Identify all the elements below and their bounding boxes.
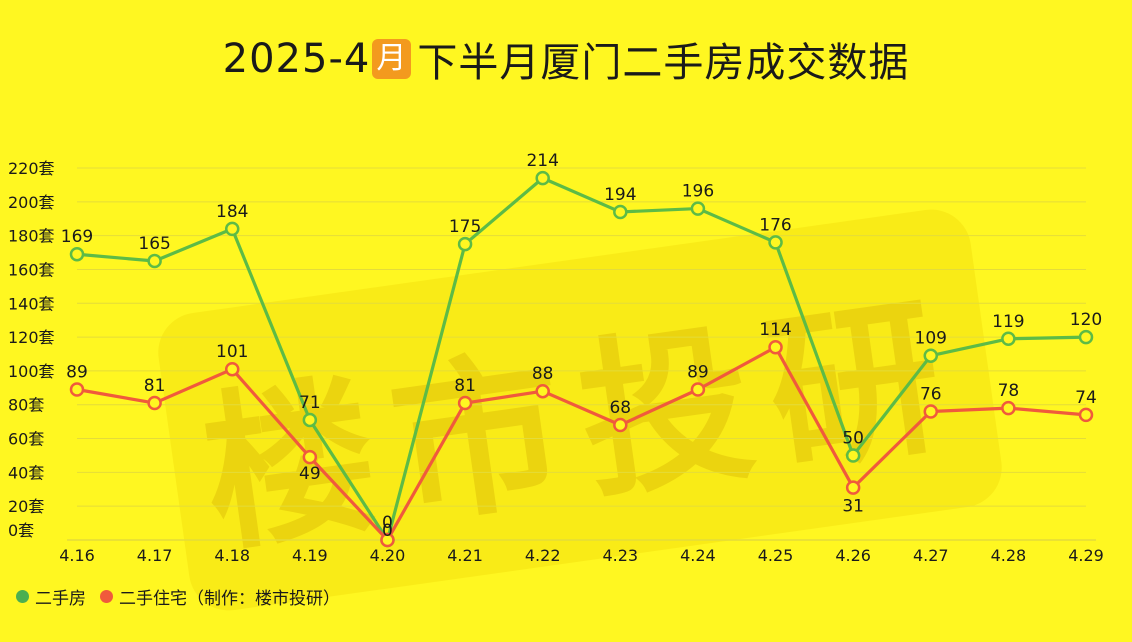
data-label: 89 — [687, 363, 709, 383]
data-point — [923, 404, 939, 419]
x-tick-label: 4.17 — [137, 546, 173, 565]
data-point — [302, 449, 318, 465]
data-point — [535, 170, 550, 186]
legend-dot-green — [16, 590, 29, 603]
chart-title: 2025-4 月 下半月厦门二手房成交数据 — [0, 30, 1132, 88]
data-label: 71 — [299, 393, 321, 413]
data-label: 0 — [382, 513, 393, 533]
data-point — [224, 361, 240, 377]
data-label: 50 — [842, 428, 864, 448]
data-point — [690, 382, 706, 397]
x-tick-label: 4.27 — [913, 546, 949, 565]
y-tick-label: 140套 — [8, 294, 55, 313]
data-point — [457, 236, 473, 252]
data-label: 194 — [604, 185, 636, 205]
title-prefix: 2025-4 — [222, 36, 371, 82]
data-label: 81 — [454, 376, 476, 396]
data-label: 76 — [920, 384, 942, 404]
data-point — [69, 382, 85, 397]
y-tick-label: 200套 — [8, 193, 55, 212]
data-label: 81 — [144, 376, 166, 396]
x-tick-label: 4.18 — [214, 546, 250, 565]
data-point — [1001, 400, 1016, 416]
data-label: 31 — [842, 497, 864, 517]
y-tick-label: 160套 — [8, 260, 55, 279]
legend-item-residential: 二手住宅（制作：楼市投研） — [100, 584, 340, 609]
data-point — [1078, 407, 1094, 423]
data-point — [845, 448, 861, 463]
data-point — [923, 348, 939, 363]
x-tick-label: 4.25 — [758, 546, 794, 565]
legend-label: 二手住宅（制作：楼市投研） — [119, 589, 340, 609]
data-label: 68 — [609, 398, 631, 418]
legend: 二手房 二手住宅（制作：楼市投研） — [16, 584, 354, 609]
data-point — [613, 417, 628, 433]
data-label: 119 — [992, 312, 1024, 332]
legend-label: 二手房 — [35, 589, 86, 609]
data-point — [768, 339, 783, 355]
data-label: 101 — [216, 342, 248, 362]
data-label: 184 — [216, 202, 248, 222]
data-label: 165 — [138, 234, 170, 254]
data-point — [845, 480, 861, 495]
y-tick-label: 220套 — [8, 159, 55, 178]
y-tick-label: 0套 — [8, 521, 34, 540]
data-point — [457, 395, 473, 411]
data-label: 78 — [998, 381, 1020, 401]
x-tick-label: 4.22 — [525, 546, 561, 565]
x-tick-label: 4.23 — [602, 546, 638, 565]
data-point — [613, 204, 628, 220]
y-tick-label: 40套 — [8, 463, 44, 482]
data-point — [690, 201, 706, 216]
legend-item-secondhand: 二手房 — [16, 584, 86, 609]
y-tick-label: 120套 — [8, 328, 55, 347]
data-point — [380, 532, 395, 548]
month-badge: 月 — [372, 39, 412, 79]
data-label: 196 — [682, 182, 714, 202]
y-tick-label: 180套 — [8, 227, 55, 246]
y-tick-label: 80套 — [8, 396, 44, 415]
x-tick-label: 4.16 — [59, 546, 95, 565]
data-label: 49 — [299, 464, 321, 484]
data-label: 169 — [61, 227, 93, 247]
x-tick-label: 4.21 — [447, 546, 483, 565]
data-point — [147, 395, 162, 411]
data-label: 88 — [532, 364, 554, 384]
data-label: 114 — [759, 320, 791, 340]
data-point — [768, 235, 783, 250]
legend-dot-red — [100, 590, 113, 603]
data-label: 175 — [449, 217, 481, 237]
x-tick-label: 4.29 — [1068, 546, 1104, 565]
x-tick-label: 4.26 — [835, 546, 871, 565]
y-tick-label: 60套 — [8, 430, 44, 449]
y-tick-label: 100套 — [8, 362, 55, 381]
data-label: 176 — [759, 215, 791, 235]
data-point — [1001, 331, 1016, 347]
x-tick-label: 4.24 — [680, 546, 716, 565]
data-point — [1078, 329, 1094, 345]
data-point — [224, 221, 240, 237]
data-point — [535, 383, 550, 399]
y-tick-label: 20套 — [8, 497, 44, 516]
data-label: 214 — [526, 151, 558, 171]
series-line — [76, 176, 1087, 542]
data-point — [147, 253, 162, 269]
x-tick-label: 4.28 — [991, 546, 1027, 565]
series-line — [76, 345, 1087, 542]
data-label: 120 — [1070, 310, 1102, 330]
title-suffix: 下半月厦门二手房成交数据 — [417, 40, 910, 86]
data-point — [302, 412, 318, 428]
data-label: 74 — [1075, 388, 1097, 408]
data-point — [69, 246, 85, 262]
x-tick-label: 4.19 — [292, 546, 328, 565]
data-label: 109 — [915, 329, 947, 349]
data-label: 0 — [382, 521, 393, 541]
x-tick-label: 4.20 — [370, 546, 406, 565]
data-label: 89 — [66, 363, 88, 383]
